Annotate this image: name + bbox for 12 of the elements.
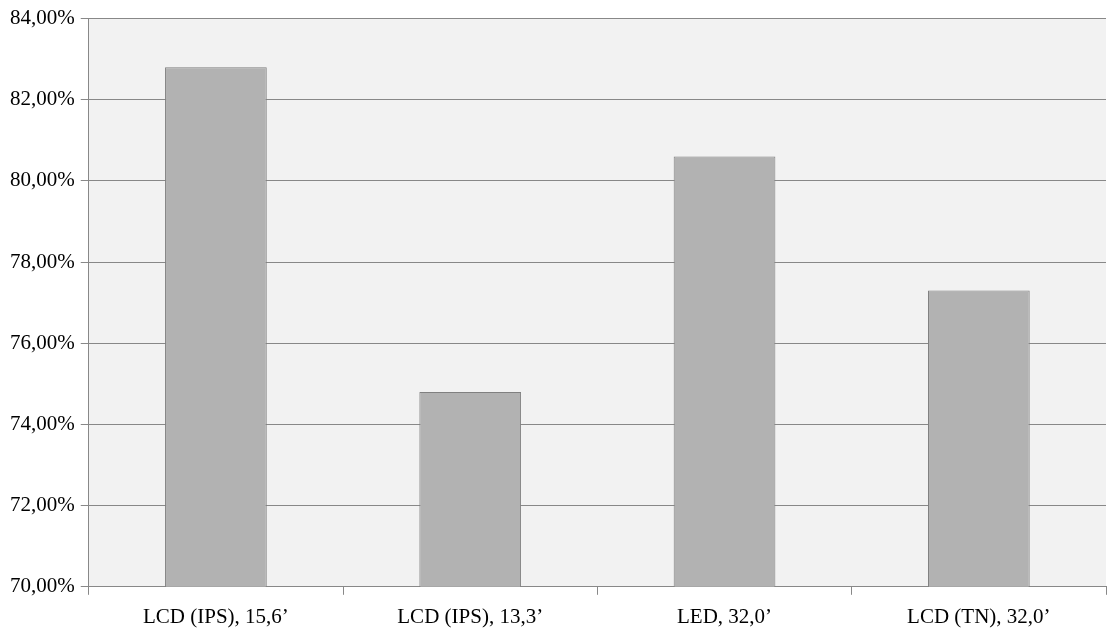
y-tick-label: 74,00% — [9, 410, 75, 435]
y-tick-label: 84,00% — [9, 5, 75, 30]
y-tick-label: 82,00% — [9, 86, 75, 111]
y-tick-label: 72,00% — [9, 492, 75, 517]
y-tick-label: 80,00% — [9, 167, 75, 192]
x-tick-label: LCD (TN), 32,0’ — [907, 603, 1051, 628]
x-tick-label: LED, 32,0’ — [676, 603, 773, 628]
y-tick-label: 78,00% — [9, 248, 75, 273]
y-tick-label: 70,00% — [9, 573, 75, 598]
x-tick-label: LCD (IPS), 15,6’ — [142, 603, 289, 628]
x-tick-label: LCD (IPS), 13,3’ — [397, 603, 544, 628]
y-tick-label: 76,00% — [9, 329, 75, 354]
